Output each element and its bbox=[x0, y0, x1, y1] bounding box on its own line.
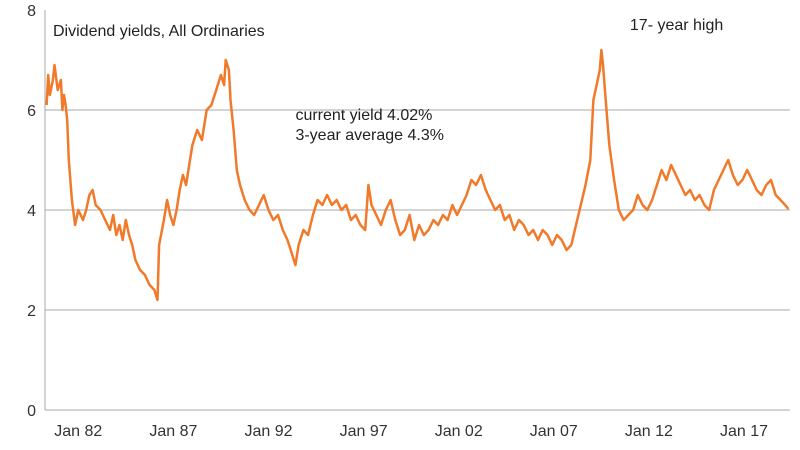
annotations: 17- year high current yield 4.02% 3-year a… bbox=[295, 17, 723, 144]
x-tick-label: Jan 12 bbox=[625, 423, 673, 440]
x-tick-label: Jan 02 bbox=[435, 423, 483, 440]
y-tick-labels: 0 2 4 6 8 bbox=[27, 3, 36, 420]
x-tick-label: Jan 87 bbox=[149, 423, 197, 440]
annotation-text: current yield 4.02% bbox=[295, 107, 432, 124]
y-tick-label: 4 bbox=[27, 203, 36, 220]
annotation-text: 3-year average 4.3% bbox=[295, 127, 444, 144]
dividend-yield-series-line bbox=[45, 48, 790, 302]
x-tick-label: Jan 07 bbox=[530, 423, 578, 440]
x-tick-label: Jan 92 bbox=[244, 423, 292, 440]
y-tick-label: 2 bbox=[27, 303, 36, 320]
chart-title: Dividend yields, All Ordinaries bbox=[53, 23, 265, 40]
x-tick-label: Jan 97 bbox=[340, 423, 388, 440]
y-tick-label: 0 bbox=[27, 403, 36, 420]
y-tick-label: 8 bbox=[27, 3, 36, 20]
y-tick-label: 6 bbox=[27, 103, 36, 120]
x-tick-label: Jan 17 bbox=[720, 423, 768, 440]
x-tick-label: Jan 82 bbox=[54, 423, 102, 440]
annotation-text: 17- year high bbox=[630, 17, 723, 34]
x-tick-labels: Jan 82 Jan 87 Jan 92 Jan 97 Jan 02 Jan 07 Jan … bbox=[54, 423, 768, 440]
